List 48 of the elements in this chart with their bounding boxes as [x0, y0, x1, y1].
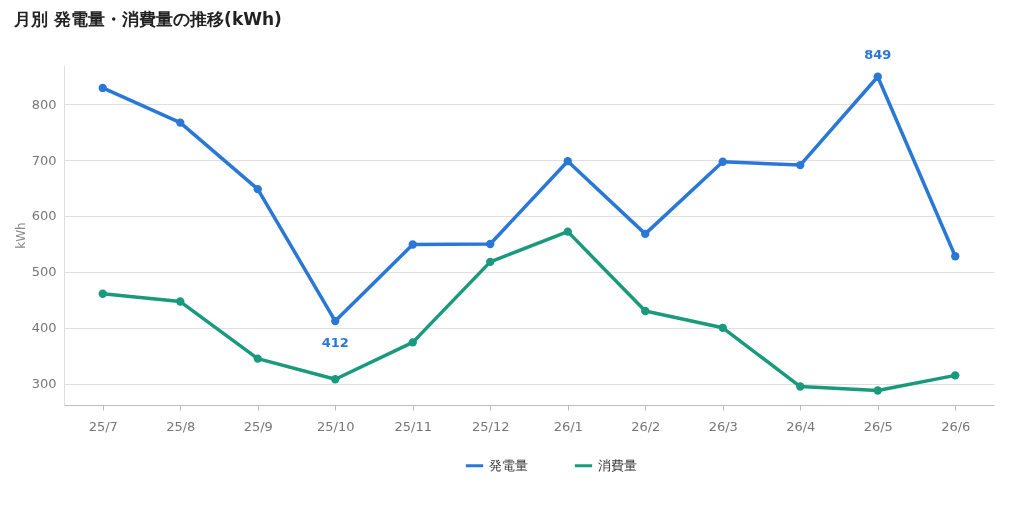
x-tick-label: 26/3 — [708, 418, 738, 434]
point — [796, 382, 805, 391]
x-tick-label: 25/11 — [394, 418, 432, 434]
point — [563, 157, 572, 166]
x-tick-label: 26/1 — [553, 418, 583, 434]
x-tick-label: 26/6 — [941, 418, 971, 434]
point — [641, 229, 650, 239]
point — [253, 354, 262, 363]
y-axis-title: kWh — [13, 222, 28, 249]
point — [408, 240, 417, 249]
point — [176, 297, 185, 306]
x-tick-label: 26/5 — [863, 418, 893, 434]
x-tick-label: 25/8 — [166, 418, 196, 434]
point — [718, 323, 727, 332]
point — [486, 239, 495, 249]
legend-label: 発電量 — [489, 457, 528, 473]
x-tick-label: 25/10 — [317, 418, 355, 434]
point — [331, 375, 340, 384]
y-tick-label: 300 — [31, 376, 57, 392]
legend-label: 消費量 — [598, 457, 637, 473]
x-tick-label: 25/7 — [88, 418, 118, 434]
point — [253, 184, 262, 194]
point — [408, 338, 417, 347]
point — [718, 157, 727, 166]
point — [951, 371, 960, 380]
point — [951, 252, 960, 261]
chart-title: 月別 発電量・消費量の推移(kWh) — [13, 8, 282, 29]
y-tick-label: 700 — [31, 152, 57, 168]
x-tick-label: 25/12 — [472, 418, 510, 434]
point — [486, 257, 495, 267]
point — [331, 316, 340, 326]
point — [796, 160, 805, 170]
x-tick-label: 26/4 — [786, 418, 816, 434]
y-tick-label: 500 — [31, 264, 57, 280]
point — [98, 289, 107, 298]
y-tick-label: 400 — [31, 320, 57, 336]
point — [98, 83, 107, 93]
data-label: 849 — [864, 46, 892, 62]
y-tick-label: 600 — [31, 208, 57, 224]
point — [176, 118, 185, 127]
data-label: 412 — [321, 335, 349, 351]
point — [873, 386, 882, 395]
x-tick-label: 25/9 — [243, 418, 273, 434]
y-tick-label: 800 — [31, 96, 57, 112]
point — [563, 227, 572, 236]
point — [641, 306, 650, 316]
point — [873, 72, 882, 81]
x-tick-label: 26/2 — [631, 418, 661, 434]
